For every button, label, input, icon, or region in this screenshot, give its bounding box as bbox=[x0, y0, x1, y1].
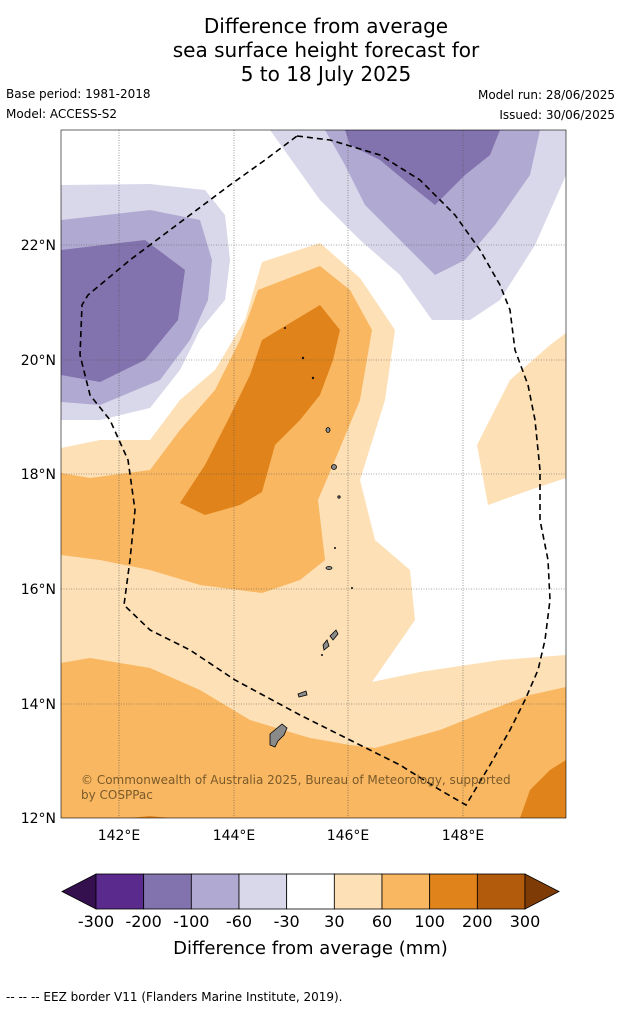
colorbar-tick-label: -30 bbox=[273, 912, 300, 931]
contour-plus30-east bbox=[477, 333, 566, 505]
copyright-line-2: by COSPPac bbox=[81, 788, 153, 802]
island-small-2 bbox=[311, 376, 315, 380]
island-pagan bbox=[337, 495, 341, 499]
island-small-1 bbox=[301, 356, 305, 360]
contour-plus60-south bbox=[61, 658, 566, 818]
lat-label: 18°N bbox=[21, 467, 56, 483]
colorbar-tick-label: -300 bbox=[77, 912, 115, 931]
island-alamagan bbox=[331, 464, 337, 470]
model-name: Model: ACCESS-S2 bbox=[6, 107, 118, 121]
plot-frame bbox=[60, 129, 567, 819]
colorbar-tick-label: -100 bbox=[173, 912, 210, 931]
issued-date: Issued: 30/06/2025 bbox=[499, 108, 615, 122]
colorbar-cell bbox=[95, 873, 145, 910]
colorbar-cell bbox=[143, 873, 192, 910]
lon-label: 146°E bbox=[327, 828, 370, 844]
lat-label: 12°N bbox=[21, 811, 56, 827]
contour-layers bbox=[61, 130, 566, 818]
island-small-4 bbox=[333, 547, 336, 550]
island-saipan bbox=[329, 629, 339, 641]
eez-border bbox=[79, 135, 551, 807]
lon-label: 142°E bbox=[98, 828, 141, 844]
lat-labels: 22°N 20°N 18°N 16°N 14°N 12°N bbox=[21, 238, 56, 827]
lat-label: 16°N bbox=[21, 582, 56, 598]
colorbar-tick-label: -60 bbox=[225, 912, 253, 931]
lon-labels: 142°E 144°E 146°E 148°E bbox=[98, 828, 485, 844]
colorbar-cell bbox=[238, 873, 288, 910]
island-small-6 bbox=[320, 654, 323, 657]
title-line-1: Difference from average bbox=[203, 14, 449, 38]
contour-tl-minus100 bbox=[61, 240, 185, 382]
base-period: Base period: 1981-2018 bbox=[6, 87, 151, 101]
model-run: Model run: 28/06/2025 bbox=[477, 88, 615, 102]
colorbar-tick-label: 100 bbox=[414, 912, 445, 931]
lat-label: 14°N bbox=[21, 697, 56, 713]
colorbar-cell bbox=[333, 873, 383, 910]
map: © Commonwealth of Australia 2025, Bureau… bbox=[21, 129, 567, 844]
colorbar-tick-label: -200 bbox=[125, 912, 162, 931]
colorbar-extend-low bbox=[61, 873, 97, 910]
colorbar-cell bbox=[381, 873, 431, 910]
colorbar-cells bbox=[61, 873, 560, 910]
contour-plus100 bbox=[180, 305, 340, 515]
island-guam bbox=[269, 723, 288, 748]
lat-label: 20°N bbox=[21, 353, 56, 369]
lon-label: 144°E bbox=[213, 828, 256, 844]
colorbar-cell bbox=[476, 873, 526, 910]
island-agrihan bbox=[325, 427, 331, 433]
colorbar-tick-label: 30 bbox=[324, 912, 345, 931]
islands bbox=[269, 326, 353, 748]
contour-plus100-bottom bbox=[130, 816, 170, 818]
contour-tc-minus100 bbox=[345, 130, 500, 205]
colorbar-cell bbox=[190, 873, 240, 910]
contour-plus100-se bbox=[520, 760, 566, 818]
gridlines bbox=[61, 130, 566, 818]
lon-label: 148°E bbox=[442, 828, 485, 844]
colorbar-tick-label: 300 bbox=[509, 912, 541, 931]
title-line-3: 5 to 18 July 2025 bbox=[240, 62, 412, 86]
chart-title: Difference from average sea surface heig… bbox=[0, 14, 621, 86]
island-rota bbox=[297, 690, 308, 698]
colorbar-tick-label: 60 bbox=[371, 912, 393, 931]
colorbar bbox=[61, 873, 560, 910]
colorbar-cell bbox=[286, 873, 335, 910]
title-line-2: sea surface height forecast for bbox=[172, 38, 480, 62]
colorbar-title: Difference from average (mm) bbox=[173, 938, 448, 959]
island-small-3 bbox=[283, 326, 286, 329]
copyright-line-1: © Commonwealth of Australia 2025, Bureau… bbox=[81, 773, 511, 787]
colorbar-extend-high bbox=[524, 873, 560, 910]
island-anatahan bbox=[325, 566, 333, 570]
colorbar-cell bbox=[429, 873, 478, 910]
island-small-5 bbox=[350, 587, 353, 590]
lat-label: 22°N bbox=[21, 238, 56, 254]
colorbar-tick-label: 200 bbox=[462, 912, 493, 931]
eez-legend-note: -- -- -- EEZ border V11 (Flanders Marine… bbox=[6, 990, 343, 1004]
island-tinian bbox=[322, 639, 330, 651]
